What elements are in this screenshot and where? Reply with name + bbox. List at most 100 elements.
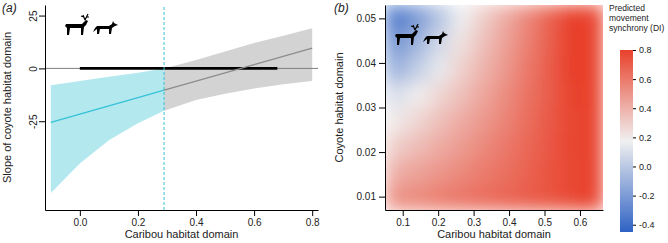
x-axis-title: Caribou habitat domain — [125, 228, 239, 240]
heatmap-cell — [450, 31, 472, 57]
tick: 0.6 — [248, 210, 262, 228]
tick-label: 0.02 — [357, 147, 377, 158]
heatmap-cell — [559, 159, 581, 185]
tick: -25 — [28, 114, 45, 129]
panel-label: (a) — [2, 1, 17, 15]
heatmap-cell — [559, 31, 581, 57]
tick-mark — [39, 16, 45, 17]
y-axis-title: Coyote habitat domain — [333, 52, 345, 162]
caribou-icon — [395, 30, 418, 45]
heatmap-cell — [581, 56, 603, 82]
heatmap-cell — [559, 184, 581, 210]
heatmap-cell — [407, 108, 429, 134]
heatmap-cells — [385, 5, 603, 210]
heatmap-cell — [472, 108, 494, 134]
heatmap-cell — [538, 5, 560, 31]
colorbar-title: Predictedmovementsynchrony (DI) — [609, 3, 664, 33]
heatmap-cell — [494, 159, 516, 185]
heatmap-cell — [429, 133, 451, 159]
tick: -0.2 — [633, 191, 655, 201]
tick-label: 0.3 — [467, 217, 481, 228]
tick-mark — [633, 225, 636, 226]
tick-label: 0.2 — [639, 133, 652, 143]
heatmap-cell — [494, 5, 516, 31]
heatmap-cell — [494, 108, 516, 134]
tick-label: 0.5 — [538, 217, 552, 228]
heatmap-cell — [472, 5, 494, 31]
heatmap-cell — [385, 184, 407, 210]
tick: -0.4 — [633, 220, 655, 230]
heatmap-cell — [385, 108, 407, 134]
tick-mark — [379, 18, 385, 19]
fit-line — [51, 90, 164, 122]
tick-label: 0.6 — [248, 217, 262, 228]
coyote-icon — [93, 21, 118, 34]
heatmap-cell — [450, 108, 472, 134]
axis-line — [386, 210, 604, 211]
heatmap-cell — [516, 108, 538, 134]
tick: 0.4 — [190, 210, 204, 228]
tick-mark — [509, 210, 510, 216]
heatmap-cell — [516, 184, 538, 210]
heatmap-cell — [516, 133, 538, 159]
tick-label: 0.04 — [357, 58, 377, 69]
heatmap-cell — [429, 56, 451, 82]
axis: 0.00.20.40.60.8 — [46, 210, 321, 228]
tick: 0.0 — [73, 210, 87, 228]
heatmap-cell — [450, 133, 472, 159]
tick-label: 0.6 — [574, 217, 588, 228]
tick-label: 0.4 — [190, 217, 204, 228]
axis: 0.80.60.40.20.0-0.2-0.4 — [633, 45, 655, 232]
panel-label: (b) — [334, 1, 349, 15]
caribou-icon — [65, 20, 88, 35]
tick: 0.04 — [357, 58, 385, 69]
tick-mark — [379, 63, 385, 64]
heatmap-cell — [581, 159, 603, 185]
tick-label: 0.8 — [639, 45, 652, 55]
axis-line — [633, 51, 634, 233]
tick: 0.2 — [432, 210, 446, 228]
colorbar-title-line: movement — [609, 13, 649, 23]
axis: 0.010.020.030.040.05 — [357, 6, 386, 211]
tick-mark — [379, 197, 385, 198]
tick-mark — [633, 79, 636, 80]
heatmap-cell — [429, 184, 451, 210]
tick: 0.01 — [357, 191, 385, 202]
tick-mark — [633, 166, 636, 167]
tick: 0.6 — [574, 210, 588, 228]
tick: 0.3 — [467, 210, 481, 228]
tick: 0.02 — [357, 147, 385, 158]
tick-label: 0.2 — [432, 217, 446, 228]
tick-mark — [254, 210, 255, 216]
tick-mark — [633, 108, 636, 109]
heatmap-cell — [472, 56, 494, 82]
heatmap-cell — [407, 159, 429, 185]
tick-mark — [80, 210, 81, 216]
tick: 0.8 — [633, 45, 652, 55]
tick-label: 0.2 — [131, 217, 145, 228]
coyote-icon — [423, 31, 448, 44]
plot-area — [45, 5, 318, 210]
heatmap-cell — [450, 159, 472, 185]
heatmap-cell — [516, 5, 538, 31]
heatmap-cell — [559, 5, 581, 31]
heatmap-cell — [538, 159, 560, 185]
heatmap-cell — [450, 82, 472, 108]
heatmap-cell — [429, 159, 451, 185]
tick-label: 0 — [28, 66, 39, 72]
heatmap-cell — [538, 31, 560, 57]
heatmap-cell — [538, 184, 560, 210]
tick: 0.0 — [633, 162, 652, 172]
heatmap-cell — [385, 5, 407, 31]
heatmap-cell — [581, 82, 603, 108]
tick-mark — [474, 210, 475, 216]
heatmap-cell — [581, 184, 603, 210]
axis: -25025 — [28, 6, 46, 211]
tick: 0.1 — [396, 210, 410, 228]
tick-label: -0.2 — [639, 191, 655, 201]
axis-line — [46, 210, 319, 211]
caribou-antlers — [81, 14, 89, 20]
tick-label: 0.6 — [639, 75, 652, 85]
heatmap-cell — [472, 133, 494, 159]
tick-mark — [379, 152, 385, 153]
